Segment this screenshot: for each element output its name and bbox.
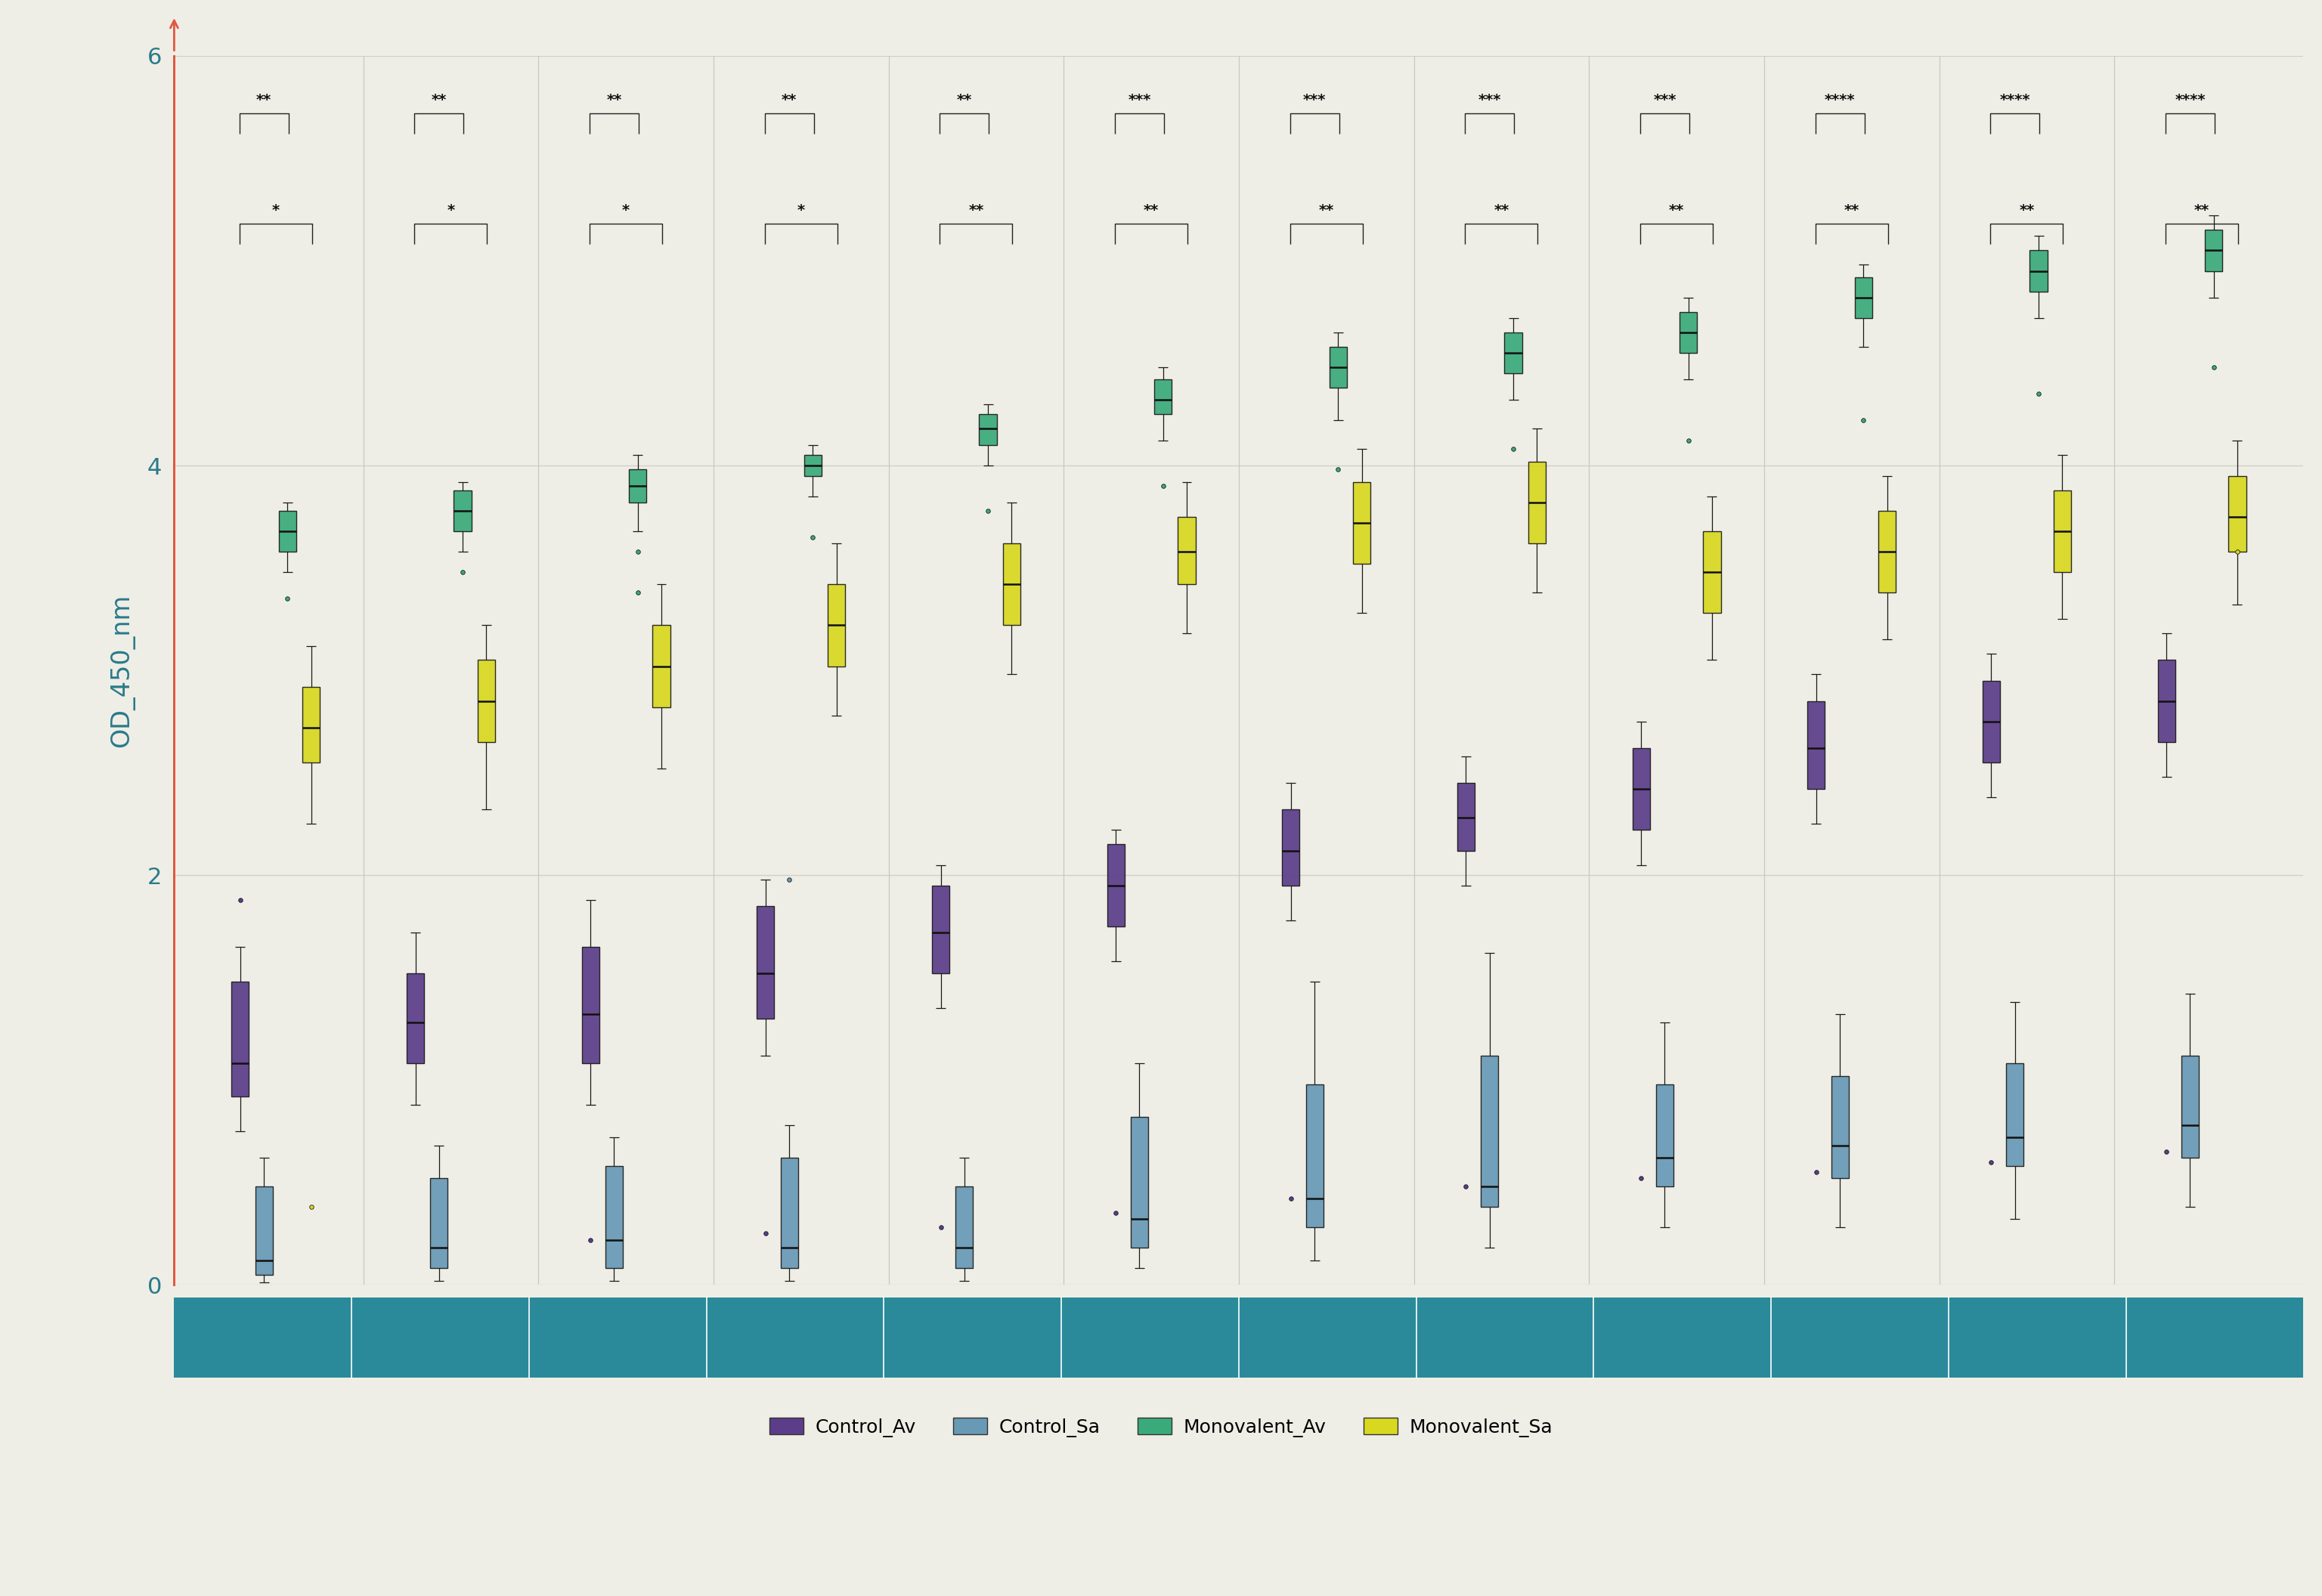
Bar <box>827 584 845 666</box>
Bar <box>1505 332 1521 373</box>
Bar <box>931 886 950 974</box>
Bar <box>1679 311 1697 353</box>
Text: 56: 56 <box>1667 1326 1697 1349</box>
Bar <box>980 415 996 445</box>
Text: **: ** <box>606 93 622 107</box>
Bar <box>453 490 471 531</box>
Bar <box>430 1178 448 1269</box>
Text: **: ** <box>957 93 973 107</box>
Bar <box>1354 482 1370 563</box>
Text: 63: 63 <box>1846 1326 1874 1349</box>
Bar <box>2180 1055 2199 1157</box>
Text: *: * <box>448 203 455 217</box>
Text: *: * <box>622 203 629 217</box>
Text: 0: 0 <box>255 1326 269 1349</box>
Bar <box>629 469 646 503</box>
Text: ***: *** <box>1303 93 1326 107</box>
Text: **: ** <box>1142 203 1159 217</box>
Bar <box>803 455 822 476</box>
Text: **: ** <box>1493 203 1509 217</box>
Text: 28: 28 <box>959 1326 987 1349</box>
Bar <box>1656 1084 1674 1186</box>
Text: 7: 7 <box>432 1326 448 1349</box>
Bar <box>2229 476 2245 552</box>
Bar <box>1983 680 1999 763</box>
Text: 35: 35 <box>1135 1326 1166 1349</box>
Bar <box>279 511 297 552</box>
Bar <box>1878 511 1895 592</box>
Text: 70: 70 <box>2022 1326 2053 1349</box>
Bar <box>1177 517 1196 584</box>
Text: ***: *** <box>1479 93 1500 107</box>
Bar <box>957 1186 973 1269</box>
Text: 49: 49 <box>1491 1326 1519 1349</box>
Bar <box>757 907 773 1018</box>
Bar <box>478 661 495 742</box>
Text: **: ** <box>432 93 446 107</box>
Text: **: ** <box>783 93 796 107</box>
Bar <box>1632 749 1651 830</box>
Bar <box>2053 490 2071 571</box>
Text: *: * <box>272 203 279 217</box>
Bar <box>583 946 599 1063</box>
Bar <box>2157 661 2176 742</box>
Text: **: ** <box>2020 203 2034 217</box>
Text: *: * <box>796 203 806 217</box>
Legend: Control_Av, Control_Sa, Monovalent_Av, Monovalent_Sa: Control_Av, Control_Sa, Monovalent_Av, M… <box>762 1409 1560 1444</box>
Bar <box>1458 784 1474 851</box>
Text: **: ** <box>255 93 272 107</box>
Bar <box>1305 1084 1324 1227</box>
Bar <box>2206 230 2222 271</box>
Bar <box>1704 531 1721 613</box>
Text: ****: **** <box>1999 93 2029 107</box>
Bar <box>406 974 425 1063</box>
Bar <box>2029 251 2048 292</box>
Text: **: ** <box>1670 203 1683 217</box>
Text: **: ** <box>1319 203 1335 217</box>
Text: 14: 14 <box>604 1326 632 1349</box>
Text: ***: *** <box>1128 93 1152 107</box>
Bar <box>232 982 248 1096</box>
Bar <box>1131 1117 1147 1248</box>
Bar <box>302 686 320 763</box>
Text: 77: 77 <box>2199 1326 2229 1349</box>
Bar <box>652 626 671 707</box>
Y-axis label: OD_450_nm: OD_450_nm <box>109 594 135 747</box>
Text: **: ** <box>2194 203 2211 217</box>
Bar <box>2006 1063 2025 1167</box>
Bar <box>1832 1076 1848 1178</box>
Text: **: ** <box>968 203 985 217</box>
Bar <box>1282 809 1300 886</box>
Bar <box>1528 461 1546 543</box>
Bar <box>1108 844 1124 926</box>
Bar <box>606 1167 622 1269</box>
Text: 21: 21 <box>780 1326 810 1349</box>
Text: ****: **** <box>2176 93 2206 107</box>
Text: **: ** <box>1844 203 1860 217</box>
Bar <box>1331 346 1347 388</box>
Bar <box>1481 1055 1498 1207</box>
Bar <box>780 1157 799 1269</box>
Bar <box>1154 380 1173 415</box>
Text: ****: **** <box>1825 93 1855 107</box>
Text: 42: 42 <box>1312 1326 1342 1349</box>
Bar <box>1003 543 1019 626</box>
Bar <box>1807 701 1825 788</box>
Bar <box>255 1186 272 1275</box>
Text: ***: *** <box>1653 93 1676 107</box>
Bar <box>1855 278 1872 318</box>
